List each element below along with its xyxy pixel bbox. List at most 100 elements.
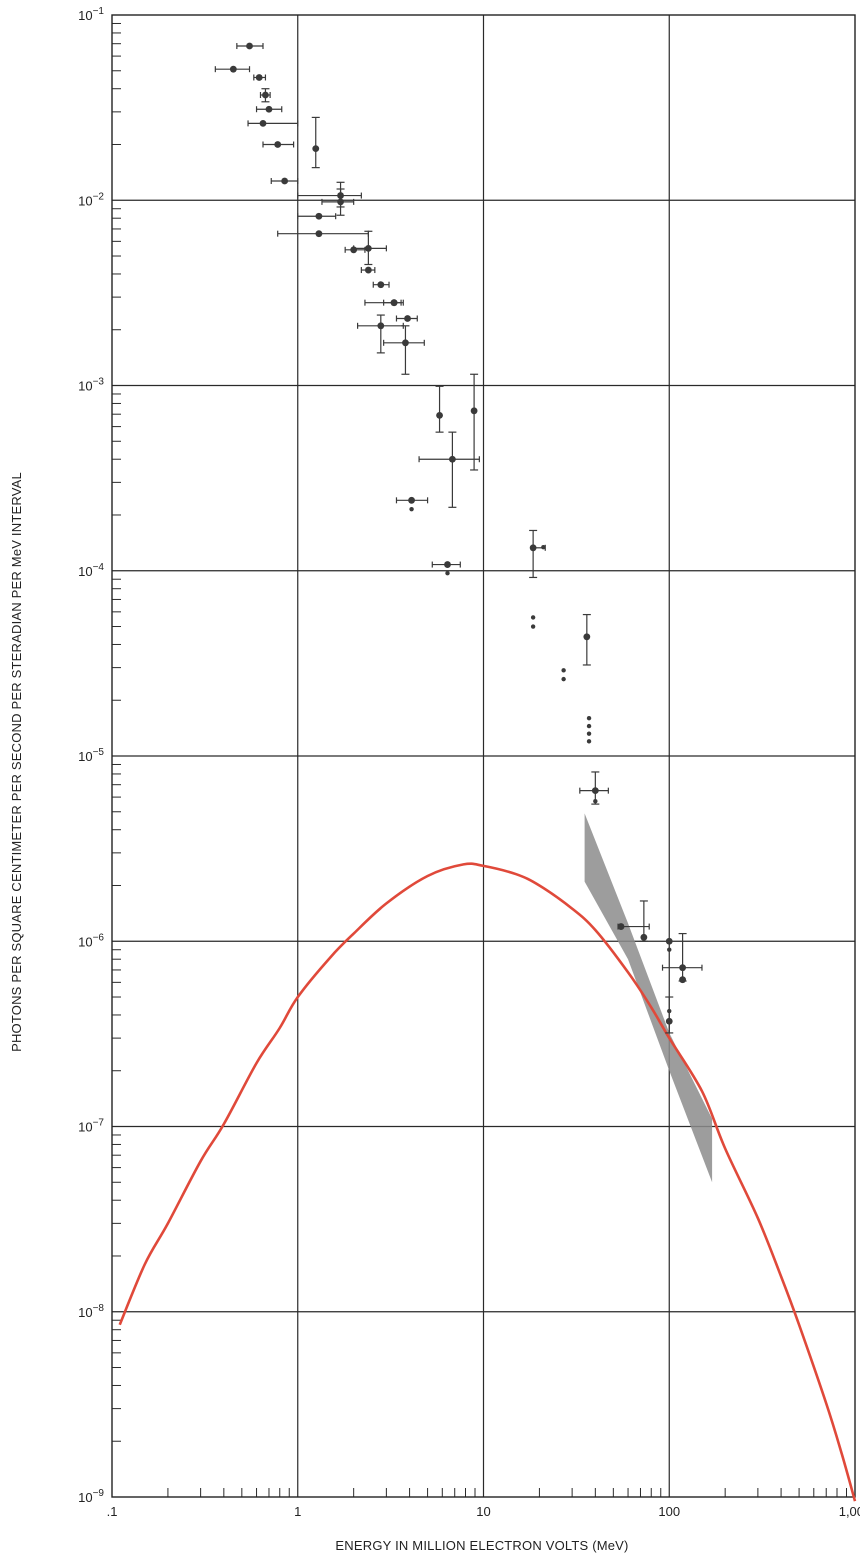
x-tick-label: 1 [294, 1504, 301, 1519]
data-point-marker [229, 65, 237, 73]
data-point [214, 65, 251, 73]
y-tick-label: 10−7 [78, 1118, 104, 1135]
data-point-marker [364, 244, 372, 252]
data-point-marker [665, 1017, 673, 1025]
data-point [364, 299, 402, 307]
model-spectrum-curve [118, 862, 857, 1502]
data-point [353, 230, 387, 266]
y-tick-label: 10−4 [78, 562, 104, 579]
data-point-marker [470, 407, 478, 415]
data-point [665, 996, 674, 1034]
data-point [247, 119, 299, 127]
data-point-marker [665, 937, 673, 945]
data-point [311, 116, 320, 169]
data-point-marker [315, 212, 323, 220]
data-point-marker [265, 105, 273, 113]
data-point [372, 281, 390, 289]
data-point [270, 177, 299, 185]
data-point-small [586, 731, 592, 736]
data-point [259, 88, 271, 103]
y-tick-label: 10−8 [78, 1303, 104, 1320]
data-point [431, 561, 461, 568]
data-point-small [561, 668, 566, 673]
data-point-marker [281, 177, 289, 185]
data-point [679, 976, 687, 984]
data-point [360, 266, 376, 274]
data-point [639, 900, 648, 942]
y-tick-label: 10−2 [78, 191, 104, 208]
data-point-marker [246, 42, 253, 50]
y-tick-label: 10−9 [78, 1488, 104, 1505]
data-point-marker [583, 633, 591, 641]
data-point [357, 314, 404, 354]
data-point-marker [377, 281, 385, 289]
data-point-marker [255, 74, 263, 81]
y-axis-title: PHOTONS PER SQUARE CENTIMETER PER SECOND… [9, 472, 24, 1052]
data-point [579, 771, 609, 805]
data-point-marker [404, 315, 411, 322]
data-point-small [541, 545, 546, 550]
data-point [383, 325, 425, 375]
data-point-small [593, 799, 598, 804]
data-point-marker [259, 119, 267, 127]
x-tick-labels: .1 1 10 100 1,000 [107, 1504, 860, 1519]
x-tick-label: 1,000 [839, 1504, 860, 1519]
data-point [297, 212, 337, 220]
data-point-marker [436, 411, 443, 419]
y-tick-label: 10−6 [78, 932, 104, 949]
data-point-small [586, 739, 592, 744]
data-point-marker [444, 561, 451, 568]
data-point-marker [390, 299, 398, 307]
data-point-marker [679, 964, 687, 972]
data-point [395, 315, 418, 322]
data-point-small [445, 571, 450, 576]
data-point-small [586, 723, 592, 729]
data-point [395, 496, 429, 504]
data-point-marker [640, 933, 648, 941]
data-point [435, 385, 444, 433]
data-point [253, 74, 267, 81]
x-tick-label: 100 [658, 1504, 680, 1519]
data-point-marker [377, 322, 385, 330]
data-point-marker [315, 230, 323, 238]
uncertainty-band [584, 813, 713, 1183]
data-point [236, 42, 264, 50]
data-point-marker [617, 923, 625, 930]
y-tick-label: 10−3 [78, 377, 104, 394]
data-point-small [530, 615, 536, 620]
data-point-marker [448, 455, 456, 463]
data-point-marker [312, 145, 320, 153]
y-tick-labels: 10−9 10−8 10−7 10−6 10−5 10−4 10−3 10−2 10−1 [78, 6, 104, 1505]
data-point-marker [337, 198, 344, 206]
data-point-marker [262, 91, 269, 99]
x-axis-title: ENERGY IN MILLION ELECTRON VOLTS (MeV) [335, 1538, 628, 1553]
data-point-marker [679, 976, 687, 984]
model-curve-layer [118, 862, 857, 1502]
data-point [321, 188, 355, 216]
measurement-points-layer [214, 42, 703, 1034]
data-point-marker [591, 787, 599, 795]
data-point-small [667, 947, 672, 952]
data-point-small [409, 506, 414, 512]
data-point-marker [408, 496, 415, 504]
data-point-small [561, 676, 566, 682]
plot-frame [111, 14, 856, 1498]
y-tick-label: 10−1 [78, 6, 104, 23]
x-tick-label: 10 [476, 1504, 490, 1519]
data-point [255, 105, 283, 113]
data-point-small [530, 624, 536, 629]
uncertainty-band-layer [584, 813, 713, 1183]
minor-ticks [112, 22, 848, 1497]
data-point-marker [402, 339, 409, 347]
data-point [470, 373, 479, 471]
data-point-marker [529, 544, 537, 552]
data-point-marker [364, 266, 372, 274]
data-point [665, 937, 673, 945]
data-point [418, 431, 480, 508]
data-point [582, 613, 591, 666]
data-point [262, 141, 295, 148]
x-tick-label: .1 [107, 1504, 118, 1519]
data-point-small [586, 715, 592, 721]
